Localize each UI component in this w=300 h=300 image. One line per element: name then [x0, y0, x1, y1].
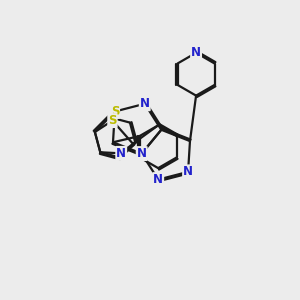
Text: N: N — [183, 165, 193, 178]
Text: N: N — [137, 147, 147, 160]
Text: S: S — [108, 114, 117, 127]
Text: N: N — [191, 46, 201, 59]
Text: N: N — [153, 173, 163, 186]
Text: N: N — [140, 97, 150, 110]
Text: S: S — [111, 105, 119, 118]
Text: N: N — [116, 147, 126, 160]
